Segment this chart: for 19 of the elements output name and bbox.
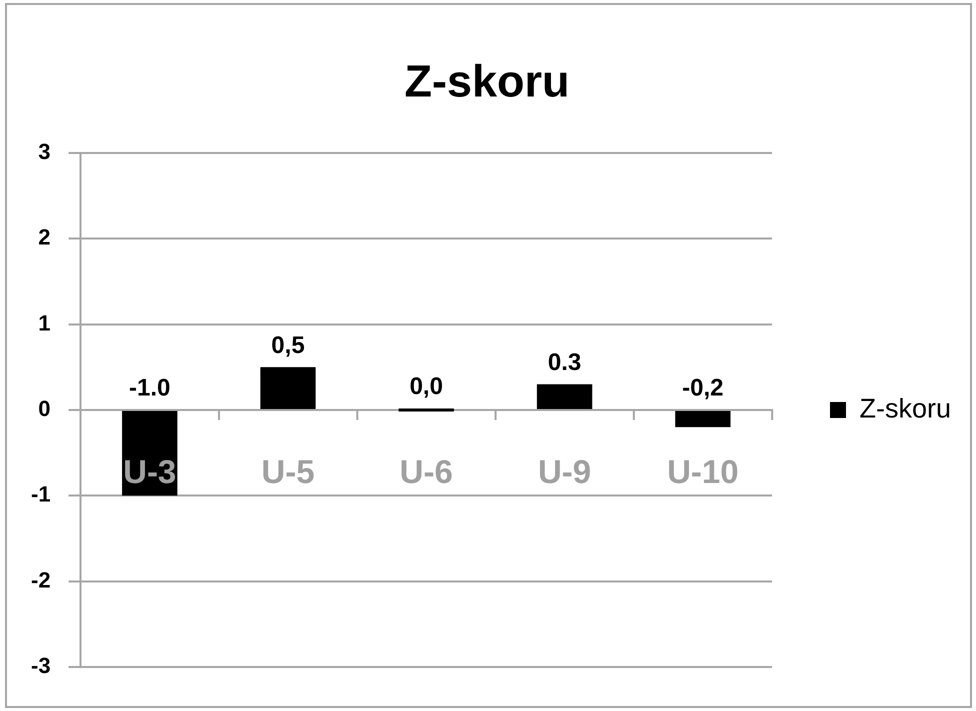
y-tick-label: -1: [31, 482, 51, 507]
data-label: 0,5: [271, 332, 305, 359]
x-tick-label: U-6: [400, 452, 453, 490]
y-tick-label: 2: [38, 224, 51, 250]
x-tick-label: U-5: [261, 452, 315, 490]
legend-label: Z-skoru: [859, 393, 952, 424]
x-tick-label: U-3: [123, 452, 176, 490]
data-label: -1.0: [129, 374, 170, 402]
x-tick-label: U-10: [667, 452, 739, 490]
x-tick-label: U-9: [538, 452, 592, 490]
y-tick-label: 1: [38, 310, 51, 336]
chart-title: Z-skoru: [404, 55, 570, 106]
y-tick-label: 0: [38, 396, 51, 422]
y-tick-label: -2: [31, 567, 51, 592]
data-label: 0,0: [410, 373, 443, 400]
y-tick-label: -3: [31, 653, 51, 678]
y-tick-label: 3: [38, 139, 51, 164]
data-label: -0,2: [682, 374, 724, 402]
data-label: 0.3: [548, 348, 582, 376]
